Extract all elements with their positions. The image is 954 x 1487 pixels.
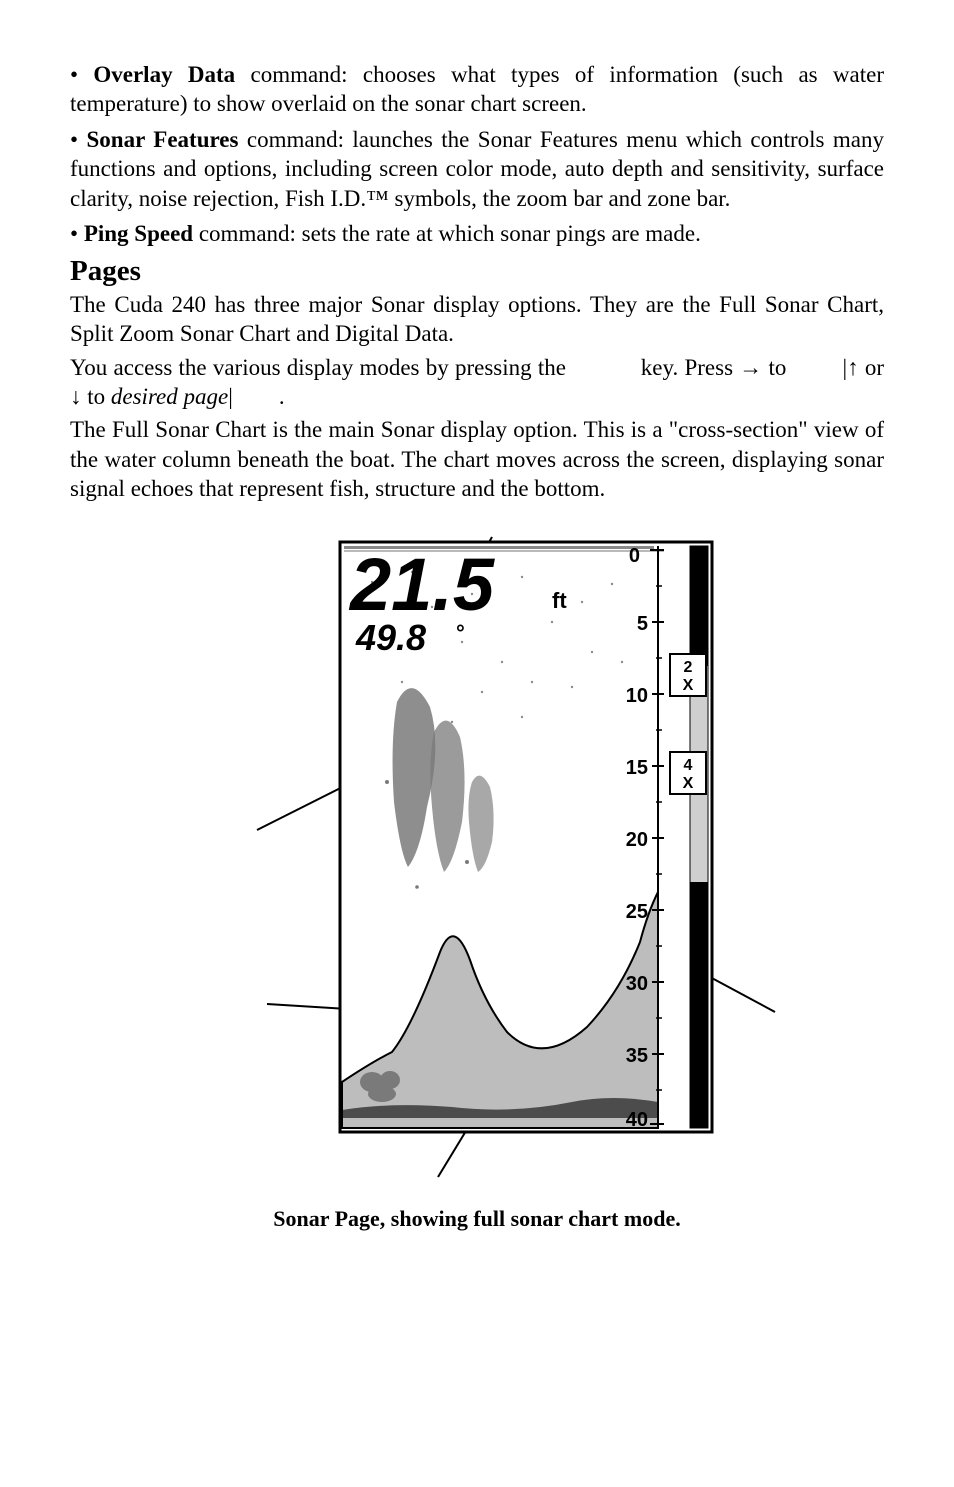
bullet-overlay-data: • Overlay Data command: chooses what typ… (70, 60, 884, 119)
zoom-2: 2 (684, 659, 693, 676)
bullet-sonar-features: • Sonar Features command: launches the S… (70, 125, 884, 213)
p2-b: key. Press (635, 355, 740, 380)
zoom-4: 4 (684, 757, 693, 774)
scale-40: 40 (626, 1109, 648, 1131)
bullet-dot: • (70, 62, 93, 87)
p2-blank-key (572, 355, 634, 380)
p2-blank3 (233, 384, 273, 409)
pages-para-2: You access the various display modes by … (70, 353, 884, 412)
zoom-bar (690, 546, 708, 1128)
p2-c: to (762, 355, 792, 380)
cmd-name-sonar-features: Sonar Features (86, 127, 238, 152)
up-arrow-icon: ↑ (847, 355, 859, 380)
zoom-badge-2x: 2 X (670, 654, 706, 696)
depth-value: 21.5 (348, 543, 496, 626)
temp-value: 49.8 (355, 617, 426, 658)
scale-15: 15 (626, 757, 648, 779)
bullet-dot: • (70, 221, 84, 246)
zoom-4-x: X (683, 775, 694, 792)
p2-a: You access the various display modes by … (70, 355, 572, 380)
scale-10: 10 (626, 685, 648, 707)
bullet-dot: • (70, 127, 86, 152)
scale-0: 0 (629, 545, 640, 567)
p2-desired-page: desired page (111, 384, 228, 409)
scale-20: 20 (626, 829, 648, 851)
zoom-badge-4x: 4 X (670, 752, 706, 794)
temp-unit: ° (456, 620, 465, 645)
scale-30: 30 (626, 973, 648, 995)
right-arrow-icon: → (739, 355, 762, 380)
scale-35: 35 (626, 1045, 648, 1067)
scale-5: 5 (637, 613, 648, 635)
sonar-figure: 0 5 10 15 20 25 30 35 40 (70, 522, 884, 1232)
p2-to: to (82, 384, 111, 409)
pages-para-3: The Full Sonar Chart is the main Sonar d… (70, 415, 884, 503)
pages-para-1: The Cuda 240 has three major Sonar displ… (70, 290, 884, 349)
down-arrow-icon: ↓ (70, 384, 82, 409)
bullet-text-ping-speed: command: sets the rate at which sonar pi… (193, 221, 701, 246)
depth-unit: ft (552, 588, 567, 613)
cmd-name-overlay: Overlay Data (93, 62, 235, 87)
bullet-ping-speed: • Ping Speed command: sets the rate at w… (70, 219, 884, 248)
pages-heading: Pages (70, 255, 884, 288)
scale-25: 25 (626, 901, 648, 923)
sonar-screenshot: 0 5 10 15 20 25 30 35 40 (172, 522, 782, 1182)
p2-or: or (859, 355, 884, 380)
p2-end: . (273, 384, 285, 409)
cmd-name-ping-speed: Ping Speed (84, 221, 193, 246)
zoom-2-x: X (683, 677, 694, 694)
p2-blank2 (793, 355, 843, 380)
figure-caption: Sonar Page, showing full sonar chart mod… (273, 1206, 680, 1232)
